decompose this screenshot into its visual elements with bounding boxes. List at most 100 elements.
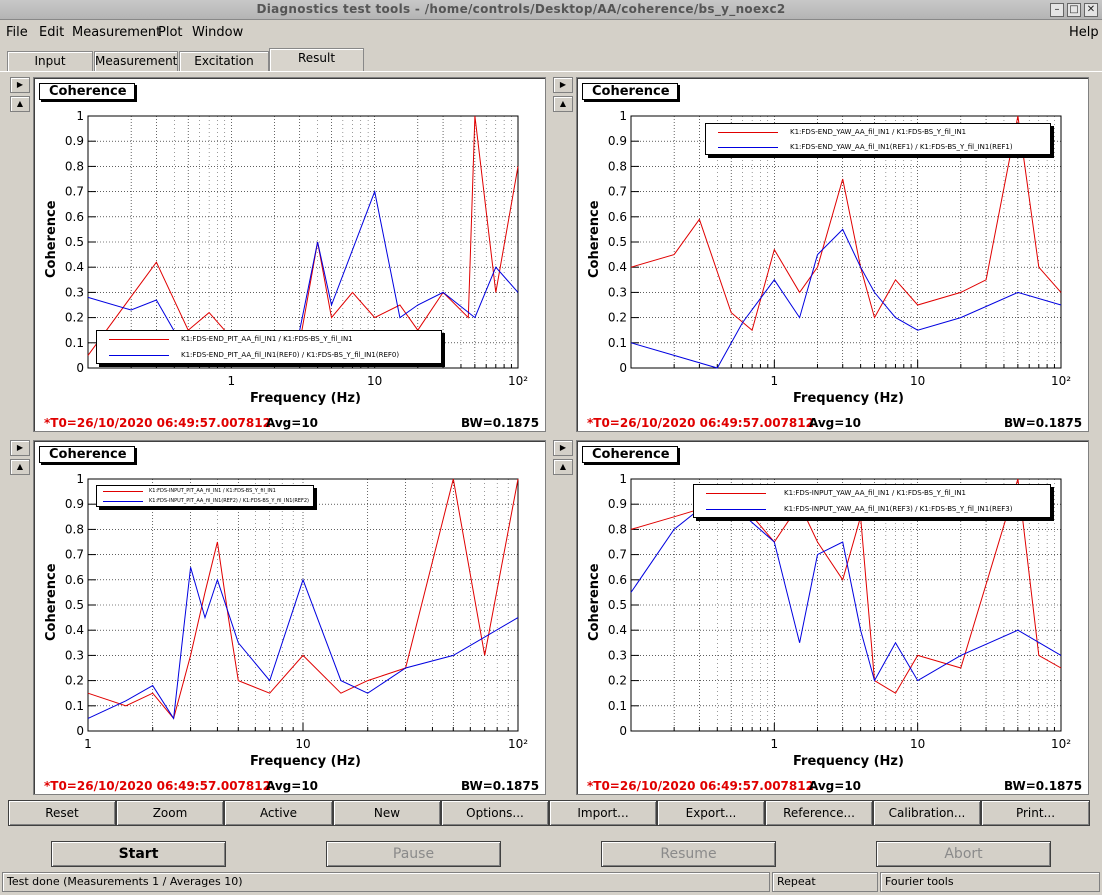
tab-measurement[interactable]: Measurement [94, 51, 178, 71]
tab-excitation[interactable]: Excitation [179, 51, 269, 71]
y-tick-label: 0.4 [65, 260, 84, 274]
menu-plot[interactable]: Plot [158, 25, 183, 40]
panel-1-up-arrow-button[interactable]: ▲ [10, 96, 30, 112]
new-button[interactable]: New [333, 800, 441, 826]
y-tick-label: 0.3 [608, 648, 627, 662]
series-2-line [87, 189, 519, 356]
menu-bar: File Edit Measurement Plot Window Help [0, 22, 1102, 44]
y-tick-label: 0.9 [608, 134, 627, 148]
abort-button[interactable]: Abort [876, 841, 1051, 867]
panel-1-legend[interactable]: K1:FDS-END_PIT_AA_fil_IN1 / K1:FDS-BS_Y_… [96, 330, 442, 364]
resume-button[interactable]: Resume [601, 841, 776, 867]
panel-3-ticks: 0 0.1 0.2 0.3 0.4 0.5 0.6 0.7 0.8 0.9 1 1 10 10² [65, 472, 528, 751]
x-tick-label: 10² [1051, 737, 1071, 751]
y-tick-label: 0.7 [65, 548, 84, 562]
panel-2-t0: *T0=26/10/2020 06:49:57.007812 [587, 416, 814, 430]
panel-1-title: Coherence [39, 83, 135, 100]
series-1-line [87, 478, 519, 720]
panel-3[interactable]: Coherence Coherence 0 0.1 0.2 0.3 0.4 0.5 0.6 0… [33, 440, 546, 795]
window-titlebar: Diagnostics test tools - /home/controls/… [0, 0, 1102, 20]
y-tick-label: 0 [76, 361, 84, 375]
status-mode: Fourier tools [880, 872, 1100, 892]
panel-4-grid [630, 478, 1062, 732]
panel-2[interactable]: Coherence Coherence 0 0.1 0.2 0.3 0.4 0.5 0.6 0… [576, 77, 1089, 432]
tab-result[interactable]: Result [269, 48, 364, 71]
panel-2-legend[interactable]: K1:FDS-END_YAW_AA_fil_IN1 / K1:FDS-BS_Y_… [705, 123, 1051, 155]
pause-button[interactable]: Pause [326, 841, 501, 867]
export-button[interactable]: Export... [657, 800, 765, 826]
menu-help[interactable]: Help [1069, 25, 1099, 40]
panel-4[interactable]: Coherence Coherence 0 0.1 0.2 0.3 0.4 0.5 0.6 0… [576, 440, 1089, 795]
panel-1-series [87, 115, 519, 356]
panel-3-up-arrow-button[interactable]: ▲ [10, 459, 30, 475]
minimize-button[interactable]: – [1050, 3, 1064, 17]
panel-3-right-arrow-button[interactable]: ▶ [10, 440, 30, 456]
y-tick-label: 0.5 [608, 235, 627, 249]
options-button[interactable]: Options... [441, 800, 549, 826]
y-tick-label: 0 [619, 361, 627, 375]
panel-1-bw: BW=0.1875 [461, 416, 540, 430]
series-1-line [87, 115, 519, 356]
panel-4-legend[interactable]: K1:FDS-INPUT_YAW_AA_fil_IN1 / K1:FDS-BS_… [693, 484, 1051, 518]
y-tick-label: 0.5 [65, 235, 84, 249]
panel-1-avg: Avg=10 [266, 416, 319, 430]
x-tick-label: 1 [84, 737, 92, 751]
panel-3-grid [87, 478, 519, 732]
legend-swatch-series1 [109, 339, 169, 340]
panel-3-bw: BW=0.1875 [461, 779, 540, 793]
y-tick-label: 0 [619, 724, 627, 738]
reset-button[interactable]: Reset [8, 800, 116, 826]
y-tick-label: 0.1 [608, 699, 627, 713]
maximize-button[interactable]: □ [1067, 3, 1081, 17]
panel-4-title: Coherence [582, 446, 678, 463]
panel-4-plot[interactable]: 0 0.1 0.2 0.3 0.4 0.5 0.6 0.7 0.8 0.9 1 1 10 10² [577, 441, 1090, 796]
menu-window[interactable]: Window [192, 25, 244, 40]
calibration-button[interactable]: Calibration... [873, 800, 981, 826]
panel-4-right-arrow-button[interactable]: ▶ [553, 440, 573, 456]
panel-3-t0: *T0=26/10/2020 06:49:57.007812 [44, 779, 271, 793]
menu-file[interactable]: File [6, 25, 28, 40]
y-tick-label: 1 [76, 109, 84, 123]
y-tick-label: 0.9 [65, 497, 84, 511]
close-button[interactable]: ✕ [1084, 3, 1098, 17]
panel-4-xlabel: Frequency (Hz) [793, 754, 904, 769]
panel-1-xlabel: Frequency (Hz) [250, 391, 361, 406]
y-tick-label: 0.4 [608, 623, 627, 637]
status-message: Test done (Measurements 1 / Averages 10) [2, 872, 770, 892]
import-button[interactable]: Import... [549, 800, 657, 826]
y-tick-label: 0.4 [608, 260, 627, 274]
panel-2-ticks: 0 0.1 0.2 0.3 0.4 0.5 0.6 0.7 0.8 0.9 1 1 10 10² [608, 109, 1071, 388]
legend-swatch-series1 [706, 493, 766, 494]
legend-swatch-series1 [103, 491, 143, 492]
y-tick-label: 0.7 [65, 185, 84, 199]
panel-1-plot[interactable]: 0 0.1 0.2 0.3 0.4 0.5 0.6 0.7 0.8 0.9 1 1 10 10² [34, 78, 547, 433]
panel-4-up-arrow-button[interactable]: ▲ [553, 459, 573, 475]
plot-control-bar: Reset Zoom Active New Options... Import.… [8, 800, 1090, 826]
menu-edit[interactable]: Edit [39, 25, 65, 40]
active-button[interactable]: Active [224, 800, 333, 826]
y-tick-label: 0.7 [608, 185, 627, 199]
zoom-button[interactable]: Zoom [116, 800, 224, 826]
panel-2-plot[interactable]: 0 0.1 0.2 0.3 0.4 0.5 0.6 0.7 0.8 0.9 1 1 10 10² [577, 78, 1090, 433]
y-tick-label: 0.6 [608, 573, 627, 587]
panel-2-up-arrow-button[interactable]: ▲ [553, 96, 573, 112]
panel-3-legend[interactable]: K1:FDS-INPUT_PIT_AA_fil_IN1 / K1:FDS-BS_… [96, 485, 314, 507]
tab-input[interactable]: Input [7, 51, 93, 71]
start-button[interactable]: Start [51, 841, 226, 867]
y-tick-label: 0.8 [65, 522, 84, 536]
series-2-line [630, 228, 1062, 369]
panel-2-series [630, 115, 1062, 369]
y-tick-label: 0.2 [608, 311, 627, 325]
panel-1[interactable]: Coherence Coherence 0 0.1 0.2 0.3 0.4 0.5 0.6 0… [33, 77, 546, 432]
panel-4-ticks: 0 0.1 0.2 0.3 0.4 0.5 0.6 0.7 0.8 0.9 1 1 10 10² [608, 472, 1071, 751]
panel-2-title: Coherence [582, 83, 678, 100]
status-bar: Test done (Measurements 1 / Averages 10)… [0, 872, 1102, 895]
menu-measurement[interactable]: Measurement [72, 25, 162, 40]
x-tick-label: 10² [508, 737, 528, 751]
panel-1-ticks: 0 0.1 0.2 0.3 0.4 0.5 0.6 0.7 0.8 0.9 1 1 10 10² [65, 109, 528, 388]
print-button[interactable]: Print... [981, 800, 1090, 826]
panel-1-right-arrow-button[interactable]: ▶ [10, 77, 30, 93]
panel-2-right-arrow-button[interactable]: ▶ [553, 77, 573, 93]
panel-3-plot[interactable]: 0 0.1 0.2 0.3 0.4 0.5 0.6 0.7 0.8 0.9 1 1 10 10² [34, 441, 547, 796]
reference-button[interactable]: Reference... [765, 800, 873, 826]
